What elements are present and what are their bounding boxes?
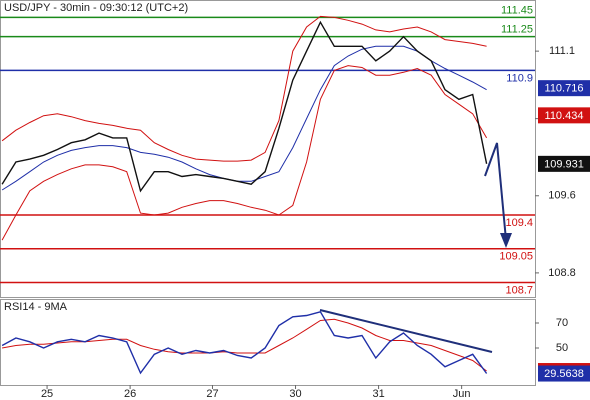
rsi-trendline xyxy=(319,309,493,353)
arrow-head xyxy=(500,233,512,248)
y-tick-label: 108.8 xyxy=(548,267,576,279)
level-label: 111.25 xyxy=(501,24,533,36)
x-tick-label: 25 xyxy=(41,388,53,400)
level-label: 111.45 xyxy=(501,4,533,16)
y-tick-label: 70 xyxy=(556,317,568,329)
value-box xyxy=(538,155,590,172)
level-label: 108.7 xyxy=(505,284,533,296)
value-box xyxy=(538,365,590,382)
value-box xyxy=(538,107,590,124)
value-box-label: 29.5638 xyxy=(544,368,584,380)
y-tick-label: 50 xyxy=(556,342,568,354)
level-label: 109.05 xyxy=(499,251,533,263)
level-label: 109.4 xyxy=(505,217,533,229)
x-tick-label: Jun xyxy=(453,388,471,400)
series-line xyxy=(1,65,488,241)
x-tick-label: 27 xyxy=(206,388,218,400)
series-line xyxy=(1,310,488,375)
value-box-label: 110.716 xyxy=(545,83,584,95)
forecast-arrow xyxy=(484,142,507,241)
value-box-label: 109.931 xyxy=(544,158,584,170)
plot-layer xyxy=(0,15,535,375)
y-tick-label: 109.6 xyxy=(548,190,576,202)
value-box-label: 110.434 xyxy=(545,110,584,122)
x-tick-label: 31 xyxy=(372,388,384,400)
price-frame xyxy=(0,0,536,298)
series-line xyxy=(1,20,488,193)
rsi-title: RSI14 - 9MA xyxy=(4,301,68,313)
series-line xyxy=(1,45,487,191)
level-label: 110.9 xyxy=(506,72,533,84)
y-tick-label: 111.1 xyxy=(549,45,575,57)
series-line xyxy=(1,15,487,162)
chart-title: USD/JPY - 30min - 09:30:12 (UTC+2) xyxy=(4,2,188,14)
x-tick-label: 26 xyxy=(124,388,136,400)
x-tick-label: 30 xyxy=(289,388,301,400)
value-box xyxy=(538,80,590,97)
